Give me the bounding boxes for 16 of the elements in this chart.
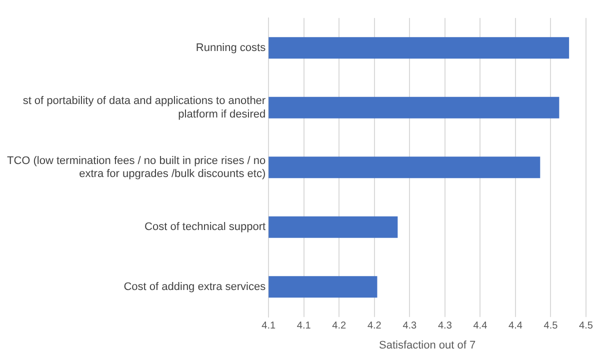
x-tick-label: 4.4 — [508, 320, 523, 332]
y-tick-label: Running costs — [196, 42, 266, 54]
x-tick-label: 4.1 — [262, 320, 276, 332]
x-tick-label: 4.2 — [332, 320, 347, 332]
x-tick-label: 4.2 — [367, 320, 382, 332]
x-tick-label: 4.3 — [438, 320, 452, 332]
x-tick-label: 4.5 — [544, 320, 558, 332]
y-tick-label: Cost of technical support — [144, 221, 266, 234]
x-tick-label: 4.3 — [402, 320, 418, 332]
y-tick-label: TCO (low termination fees / no built in price rises / no extra for upgrades /bulk discounts etc) — [6, 154, 266, 180]
y-tick-label: st of portability of data and applications to another platform if desired — [22, 95, 266, 120]
x-tick-label: 4.4 — [473, 320, 488, 332]
x-axis-title: Satisfaction out of 7 — [378, 339, 476, 352]
x-tick-label: 4.1 — [296, 320, 312, 332]
y-tick-label: Cost of adding extra services — [124, 280, 266, 293]
x-tick-label: 4.5 — [579, 320, 594, 332]
